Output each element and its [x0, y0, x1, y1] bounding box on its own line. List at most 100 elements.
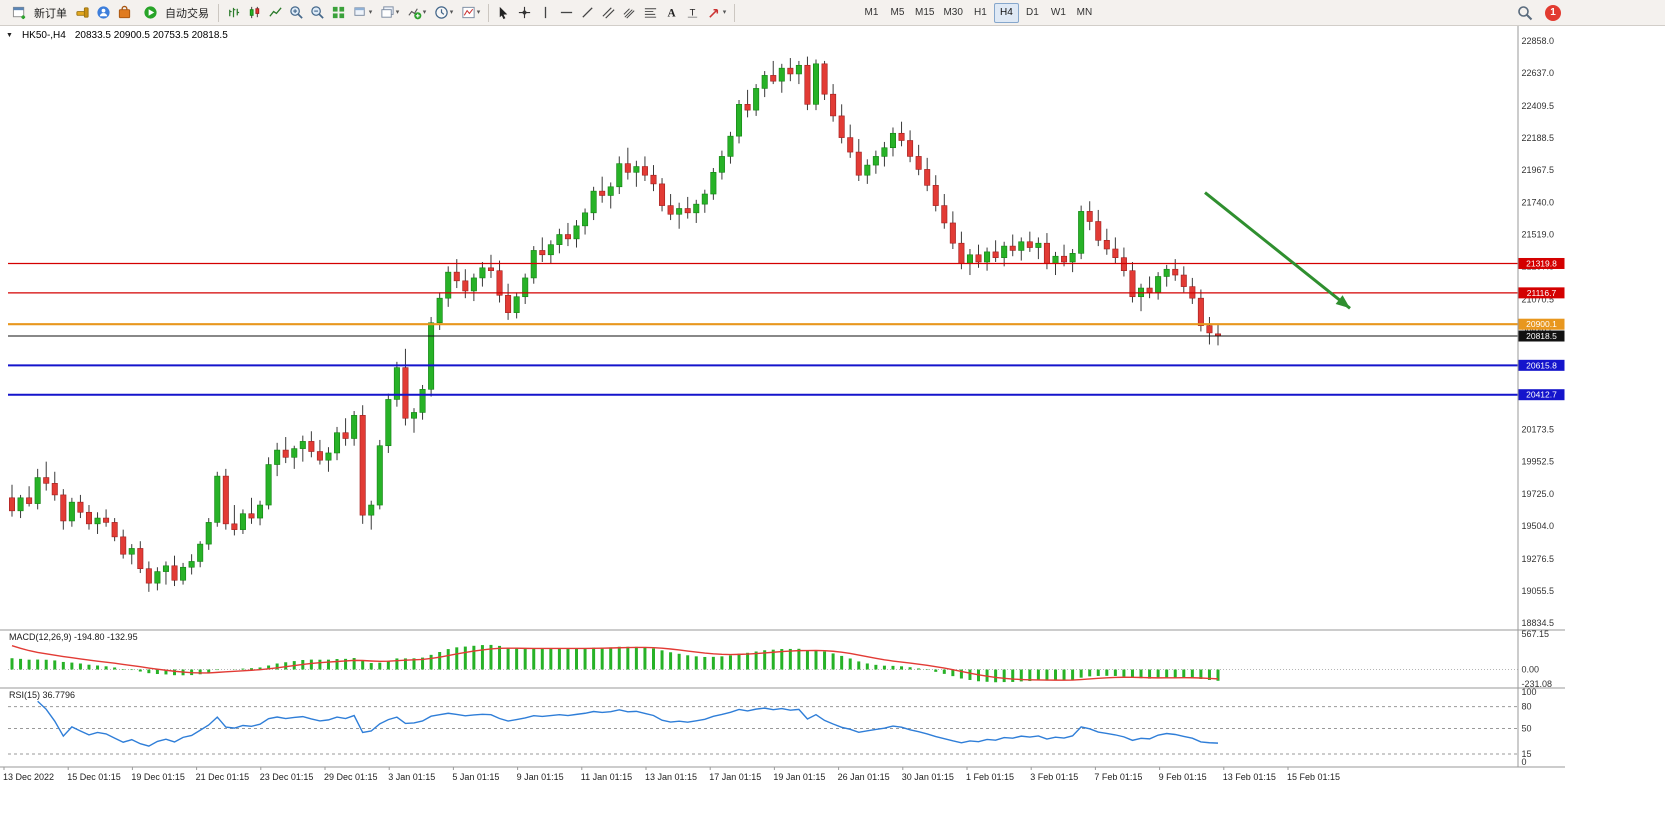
svg-text:17 Jan 01:15: 17 Jan 01:15 [709, 772, 761, 782]
svg-text:567.15: 567.15 [1522, 629, 1550, 639]
notification-badge[interactable]: 1 [1545, 4, 1561, 21]
time-axis[interactable]: 13 Dec 2022 15 Dec 01:15 19 Dec 01:15 21 De… [3, 767, 1340, 782]
svg-text:19504.0: 19504.0 [1522, 521, 1555, 531]
indicators-dropdown[interactable]: ▾ [403, 2, 430, 23]
svg-text:22637.0: 22637.0 [1522, 68, 1555, 78]
ohlc-values: 20833.5 20900.5 20753.5 20818.5 [74, 30, 228, 41]
svg-text:20818.5: 20818.5 [1526, 331, 1557, 341]
svg-text:A: A [667, 7, 676, 19]
toolbar-right-group: 1 [1514, 2, 1561, 23]
rsi-line [37, 700, 1219, 747]
horizontal-lines-layer[interactable] [8, 262, 1518, 396]
chevron-down-icon: ▾ [449, 9, 454, 16]
shapes-dropdown[interactable]: ▾ [703, 2, 730, 23]
zoom-in-icon[interactable] [286, 2, 307, 23]
macd-signal-line [11, 645, 1219, 681]
svg-text:13 Dec 2022: 13 Dec 2022 [3, 772, 54, 782]
svg-text:15 Dec 01:15: 15 Dec 01:15 [67, 772, 121, 782]
svg-text:21116.7: 21116.7 [1527, 288, 1557, 298]
svg-text:21 Dec 01:15: 21 Dec 01:15 [196, 772, 250, 782]
macd-label: MACD(12,26,9) -194.80 -132.95 [9, 632, 138, 642]
svg-text:0.00: 0.00 [1522, 665, 1540, 675]
community-icon[interactable] [93, 2, 114, 23]
channel-tool-icon[interactable] [598, 2, 619, 23]
market-icon[interactable] [114, 2, 135, 23]
svg-text:13 Feb 01:15: 13 Feb 01:15 [1223, 772, 1276, 782]
svg-text:20900.1: 20900.1 [1526, 319, 1557, 329]
svg-text:20615.8: 20615.8 [1526, 360, 1557, 370]
candles-layer [9, 56, 1222, 592]
profiles-dropdown[interactable]: ▾ [376, 2, 403, 23]
new-order-button[interactable]: 新订单 [4, 2, 72, 24]
svg-text:22858.0: 22858.0 [1522, 36, 1555, 46]
timeframe-button-d1[interactable]: D1 [1026, 7, 1039, 18]
label-tool-icon[interactable]: T [682, 2, 703, 23]
svg-text:19952.5: 19952.5 [1522, 456, 1555, 466]
chevron-down-icon: ▾ [368, 9, 373, 16]
trend-arrow[interactable] [1204, 191, 1351, 310]
horizontal-line-tool-icon[interactable] [556, 2, 577, 23]
timeframe-button-m15[interactable]: M15 [915, 7, 935, 18]
timeframe-button-w1[interactable]: W1 [1050, 7, 1066, 18]
svg-text:21519.0: 21519.0 [1522, 230, 1555, 240]
algo-trading-button[interactable]: 自动交易 [135, 2, 214, 24]
timeframe-button-m30[interactable]: M30 [943, 7, 963, 18]
crosshair-icon[interactable] [514, 2, 535, 23]
svg-text:21967.5: 21967.5 [1522, 165, 1555, 175]
price-badges: 21319.8 21116.7 20900.1 20615.8 20412.7 20818… [1518, 257, 1565, 401]
svg-text:22409.5: 22409.5 [1522, 101, 1555, 111]
line-chart-type-icon[interactable] [265, 2, 286, 23]
svg-text:3 Feb 01:15: 3 Feb 01:15 [1030, 772, 1078, 782]
cursor-icon[interactable] [493, 2, 514, 23]
symbol-period-label: HK50-,H4 [21, 30, 66, 41]
svg-text:T: T [690, 7, 696, 17]
chart-header: ▼ HK50-,H4 20833.5 20900.5 20753.5 20818… [6, 30, 228, 41]
svg-text:29 Dec 01:15: 29 Dec 01:15 [324, 772, 378, 782]
timeframe-button-mn[interactable]: MN [1076, 7, 1093, 18]
svg-text:15: 15 [1522, 749, 1532, 759]
svg-text:80: 80 [1522, 702, 1532, 712]
trendline-tool-icon[interactable] [577, 2, 598, 23]
svg-text:1 Feb 01:15: 1 Feb 01:15 [966, 772, 1014, 782]
new-order-icon [9, 2, 30, 23]
svg-text:30 Jan 01:15: 30 Jan 01:15 [902, 772, 954, 782]
toolbar-separator [488, 3, 489, 22]
timeframe-button-h1[interactable]: H1 [974, 7, 987, 18]
timeframes-dropdown[interactable]: ▾ [430, 2, 457, 23]
text-tool-icon[interactable]: A [661, 2, 682, 23]
svg-text:19 Jan 01:15: 19 Jan 01:15 [773, 772, 825, 782]
svg-text:50: 50 [1522, 724, 1532, 734]
bar-chart-type-icon[interactable] [223, 2, 244, 23]
new-chart-dropdown[interactable]: ▾ [349, 2, 376, 23]
timeframe-button-h4[interactable]: H4 [993, 2, 1019, 23]
metaeditor-icon[interactable] [72, 2, 93, 23]
fibonacci-tool-icon[interactable] [640, 2, 661, 23]
timeframe-button-m5[interactable]: M5 [890, 7, 905, 18]
svg-text:23 Dec 01:15: 23 Dec 01:15 [260, 772, 314, 782]
svg-text:7 Feb 01:15: 7 Feb 01:15 [1094, 772, 1142, 782]
svg-text:9 Jan 01:15: 9 Jan 01:15 [517, 772, 564, 782]
svg-text:21070.5: 21070.5 [1522, 295, 1555, 305]
algo-trading-label: 自动交易 [165, 7, 209, 20]
tile-windows-icon[interactable] [328, 2, 349, 23]
chevron-down-icon: ▾ [476, 9, 481, 16]
vertical-line-tool-icon[interactable] [535, 2, 556, 23]
new-order-label: 新订单 [34, 7, 67, 20]
svg-text:11 Jan 01:15: 11 Jan 01:15 [581, 772, 632, 782]
collapse-triangle-icon[interactable]: ▼ [6, 32, 13, 39]
svg-text:13 Jan 01:15: 13 Jan 01:15 [645, 772, 697, 782]
chart-canvas[interactable]: 22858.0 22637.0 22409.5 22188.5 21967.5 21740… [0, 26, 1565, 786]
candlestick-chart-type-icon[interactable] [244, 2, 265, 23]
pitchfork-tool-icon[interactable] [619, 2, 640, 23]
templates-dropdown[interactable]: ▾ [457, 2, 484, 23]
svg-text:3 Jan 01:15: 3 Jan 01:15 [388, 772, 435, 782]
toolbar-separator [734, 3, 735, 22]
svg-text:5 Jan 01:15: 5 Jan 01:15 [452, 772, 499, 782]
chevron-down-icon: ▾ [422, 9, 427, 16]
svg-text:21740.0: 21740.0 [1522, 198, 1555, 208]
svg-text:19055.5: 19055.5 [1522, 586, 1555, 596]
zoom-out-icon[interactable] [307, 2, 328, 23]
search-icon[interactable] [1514, 2, 1535, 23]
algo-trading-icon [140, 2, 161, 23]
timeframe-button-m1[interactable]: M1 [864, 7, 879, 18]
